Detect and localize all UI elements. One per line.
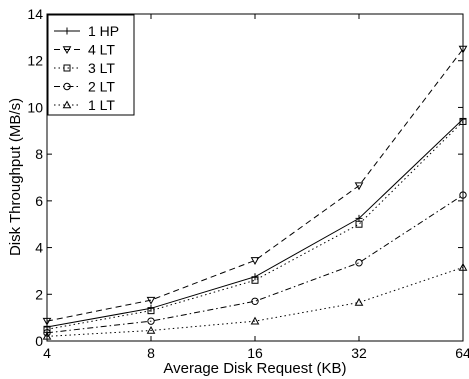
legend-marker <box>63 64 71 72</box>
legend-label: 2 LT <box>88 79 115 95</box>
series-1-hp <box>43 115 467 331</box>
data-point <box>146 296 156 305</box>
data-point <box>42 331 52 340</box>
data-point <box>354 297 364 306</box>
y-tick-label: 8 <box>35 146 43 162</box>
legend-entry: 3 LT <box>54 60 115 76</box>
y-tick-label: 4 <box>35 240 43 256</box>
series-layer <box>42 45 468 340</box>
x-tick-label: 8 <box>147 345 155 361</box>
y-axis: 0 2 4 6 8 10 12 14 <box>27 6 463 349</box>
legend-label: 1 HP <box>88 23 119 39</box>
y-tick-label: 14 <box>27 6 43 22</box>
legend-label: 4 LT <box>88 42 115 58</box>
legend-entry: 2 LT <box>54 79 115 95</box>
x-tick-label: 16 <box>247 345 263 361</box>
legend-box <box>47 14 135 116</box>
data-point <box>147 307 155 315</box>
legend-marker <box>63 82 71 91</box>
legend-entry: 1 LT <box>54 97 115 113</box>
legend: 1 HP 4 LT 3 LT 2 LT 1 LT <box>47 14 135 116</box>
y-tick-label: 0 <box>35 333 43 349</box>
data-point <box>459 117 467 125</box>
data-point <box>355 214 363 222</box>
legend-entry: 4 LT <box>54 42 115 58</box>
data-point <box>251 297 259 305</box>
x-tick-label: 4 <box>43 345 51 361</box>
series-line <box>46 118 464 328</box>
legend-marker <box>63 27 71 35</box>
data-point <box>458 262 468 271</box>
x-axis-label: Average Disk Request (KB) <box>163 360 346 377</box>
x-tick-label: 32 <box>351 345 367 361</box>
x-tick-label: 64 <box>455 345 469 361</box>
data-point <box>251 276 259 284</box>
data-point <box>251 273 259 281</box>
y-tick-label: 10 <box>27 99 43 115</box>
series-line <box>46 48 464 322</box>
y-axis-label: Disk Throughput (MB/s) <box>7 98 24 256</box>
series-3-lt <box>43 117 467 333</box>
data-point <box>354 182 364 191</box>
data-point <box>458 45 468 54</box>
legend-marker <box>62 46 72 55</box>
data-point <box>147 304 155 312</box>
data-point <box>146 325 156 334</box>
data-point <box>250 316 260 325</box>
data-point <box>459 191 467 199</box>
legend-label: 1 LT <box>88 97 115 113</box>
x-axis: 4 8 16 32 64 <box>43 14 469 361</box>
y-tick-label: 12 <box>27 53 43 69</box>
series-line <box>46 194 464 334</box>
y-tick-label: 2 <box>35 286 43 302</box>
data-point <box>147 317 155 325</box>
data-point <box>250 257 260 265</box>
data-point <box>355 220 363 228</box>
legend-marker <box>62 100 72 109</box>
data-point <box>459 115 467 123</box>
data-point <box>355 259 363 267</box>
legend-entry: 1 HP <box>54 23 119 39</box>
data-point <box>42 317 52 326</box>
y-tick-label: 6 <box>35 193 43 209</box>
series-4-lt <box>42 45 468 326</box>
series-1-lt <box>42 262 468 340</box>
legend-label: 3 LT <box>88 60 115 76</box>
series-2-lt <box>43 191 467 337</box>
